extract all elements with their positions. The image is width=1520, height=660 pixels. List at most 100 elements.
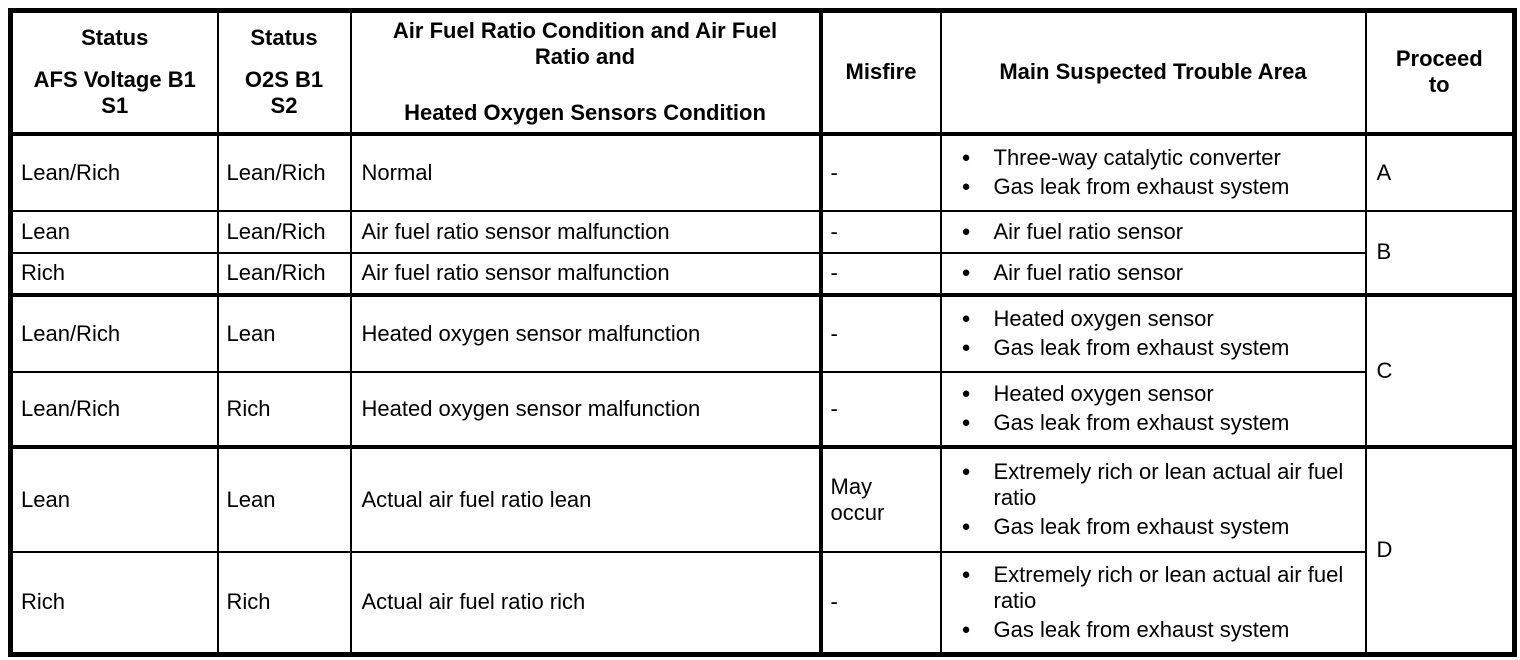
o2s-status-cell: Rich: [216, 550, 352, 656]
trouble-item: Extremely rich or lean actual air fuel r…: [993, 459, 1344, 510]
bullet-icon: ●: [961, 385, 971, 402]
header-proceed-to: Proceed to: [1364, 9, 1516, 136]
proceed-to-cell: D: [1364, 445, 1516, 656]
bullet-icon: ●: [961, 310, 971, 327]
trouble-item: Gas leak from exhaust system: [993, 410, 1290, 435]
trouble-item: Gas leak from exhaust system: [993, 616, 1290, 642]
spacer: [15, 51, 215, 67]
header-condition: Air Fuel Ratio Condition and Air Fuel Ra…: [349, 9, 823, 136]
trouble-item: Gas leak from exhaust system: [993, 174, 1290, 199]
o2s-status-cell: Lean: [216, 293, 352, 373]
misfire-value: -: [830, 589, 838, 615]
header-condition-line1: Air Fuel Ratio Condition and Air Fuel Ra…: [392, 18, 778, 70]
misfire-value: -: [830, 218, 838, 244]
trouble-list: ● Air fuel ratio sensor: [960, 219, 1363, 245]
misfire-cell: May occur: [819, 445, 942, 553]
trouble-area-cell: ● Air fuel ratio sensor: [939, 209, 1367, 254]
trouble-list: ● Heated oxygen sensor ● Gas leak from e…: [960, 381, 1363, 436]
trouble-item: Heated oxygen sensor: [993, 306, 1214, 331]
header-status-afs-line2: AFS Voltage B1 S1: [33, 67, 196, 119]
misfire-cell: -: [819, 550, 942, 656]
list-item: ● Heated oxygen sensor: [960, 306, 1363, 332]
misfire-value: May occur: [830, 473, 885, 525]
list-item: ● Gas leak from exhaust system: [960, 514, 1363, 540]
condition-cell: Actual air fuel ratio lean: [349, 445, 823, 553]
condition-cell: Heated oxygen sensor malfunction: [349, 370, 823, 449]
trouble-item: Air fuel ratio sensor: [993, 218, 1184, 244]
bullet-icon: ●: [961, 565, 971, 583]
condition-cell: Normal: [349, 132, 823, 212]
trouble-area-cell: ● Three-way catalytic converter ● Gas le…: [939, 132, 1367, 212]
trouble-area-cell: ● Air fuel ratio sensor: [939, 251, 1367, 297]
trouble-item: Gas leak from exhaust system: [993, 335, 1290, 360]
header-status-afs: Status AFS Voltage B1 S1: [9, 9, 219, 136]
table-row: Lean/Rich Rich Heated oxygen sensor malf…: [9, 370, 1515, 449]
header-status-o2s-line2: O2S B1 S2: [244, 67, 324, 119]
header-trouble-area-label: Main Suspected Trouble Area: [999, 59, 1307, 85]
bullet-icon: ●: [961, 339, 971, 356]
condition-cell: Air fuel ratio sensor malfunction: [349, 209, 823, 254]
trouble-item: Air fuel ratio sensor: [993, 260, 1184, 285]
o2s-status-cell: Rich: [216, 370, 352, 449]
list-item: ● Gas leak from exhaust system: [960, 617, 1363, 643]
bullet-icon: ●: [961, 222, 971, 240]
table-row: Lean/Rich Lean/Rich Normal - ● Three-way…: [9, 132, 1516, 212]
header-misfire-label: Misfire: [845, 59, 917, 85]
list-item: ● Extremely rich or lean actual air fuel…: [960, 562, 1363, 614]
header-status-o2s-line1: Status: [250, 25, 318, 51]
header-status-afs-line1: Status: [81, 25, 149, 51]
bullet-icon: ●: [961, 518, 971, 535]
header-trouble-area: Main Suspected Trouble Area: [939, 9, 1367, 136]
trouble-item: Three-way catalytic converter: [993, 145, 1281, 170]
bullet-icon: ●: [961, 178, 971, 195]
misfire-cell: -: [819, 293, 942, 373]
condition-cell: Actual air fuel ratio rich: [349, 550, 823, 656]
diagnostic-table: Status AFS Voltage B1 S1 Status O2S B1 S…: [8, 8, 1517, 657]
trouble-item: Extremely rich or lean actual air fuel r…: [993, 561, 1344, 613]
condition-cell: Air fuel ratio sensor malfunction: [349, 251, 823, 297]
bullet-icon: ●: [961, 149, 971, 166]
list-item: ● Three-way catalytic converter: [960, 145, 1363, 171]
bullet-icon: ●: [961, 463, 971, 480]
afs-status-cell: Lean/Rich: [9, 370, 219, 449]
list-item: ● Gas leak from exhaust system: [960, 335, 1363, 361]
proceed-to-cell: C: [1364, 293, 1516, 449]
misfire-cell: -: [819, 251, 942, 297]
afs-status-cell: Lean: [9, 209, 219, 254]
table-row: Lean Lean/Rich Air fuel ratio sensor mal…: [9, 209, 1516, 297]
misfire-value: -: [830, 320, 838, 346]
o2s-status-cell: Lean/Rich: [216, 209, 352, 254]
proceed-to-cell: B: [1364, 209, 1516, 297]
proceed-to-cell: A: [1364, 132, 1516, 212]
list-item: ● Gas leak from exhaust system: [960, 174, 1363, 200]
trouble-list: ● Extremely rich or lean actual air fuel…: [960, 459, 1363, 540]
afs-status-cell: Rich: [9, 251, 219, 297]
table-row: Lean/Rich Lean Heated oxygen sensor malf…: [9, 293, 1516, 449]
trouble-item: Heated oxygen sensor: [993, 381, 1214, 406]
trouble-area-cell: ● Extremely rich or lean actual air fuel…: [939, 550, 1367, 656]
misfire-value: -: [830, 260, 838, 285]
misfire-value: -: [830, 395, 838, 421]
table-row: Rich Lean/Rich Air fuel ratio sensor mal…: [9, 251, 1515, 297]
list-item: ● Extremely rich or lean actual air fuel…: [960, 459, 1363, 511]
afs-status-cell: Lean: [9, 445, 219, 553]
bullet-icon: ●: [961, 414, 971, 431]
trouble-item: Gas leak from exhaust system: [993, 514, 1290, 539]
bullet-icon: ●: [961, 264, 971, 281]
list-item: ● Air fuel ratio sensor: [960, 260, 1363, 286]
header-status-o2s: Status O2S B1 S2: [216, 9, 352, 136]
trouble-list: ● Three-way catalytic converter ● Gas le…: [960, 145, 1363, 200]
spacer: [354, 70, 817, 100]
header-proceed-to-label: Proceed to: [1395, 46, 1483, 98]
trouble-list: ● Extremely rich or lean actual air fuel…: [960, 562, 1363, 643]
header-row: Status AFS Voltage B1 S1 Status O2S B1 S…: [9, 9, 1516, 136]
trouble-area-cell: ● Heated oxygen sensor ● Gas leak from e…: [939, 293, 1367, 373]
trouble-area-cell: ● Extremely rich or lean actual air fuel…: [939, 445, 1367, 553]
afs-status-cell: Lean/Rich: [9, 293, 219, 373]
list-item: ● Air fuel ratio sensor: [960, 219, 1363, 245]
header-condition-line2: Heated Oxygen Sensors Condition: [404, 100, 766, 126]
list-item: ● Heated oxygen sensor: [960, 381, 1363, 407]
trouble-area-cell: ● Heated oxygen sensor ● Gas leak from e…: [939, 370, 1367, 449]
misfire-value: -: [830, 159, 838, 185]
